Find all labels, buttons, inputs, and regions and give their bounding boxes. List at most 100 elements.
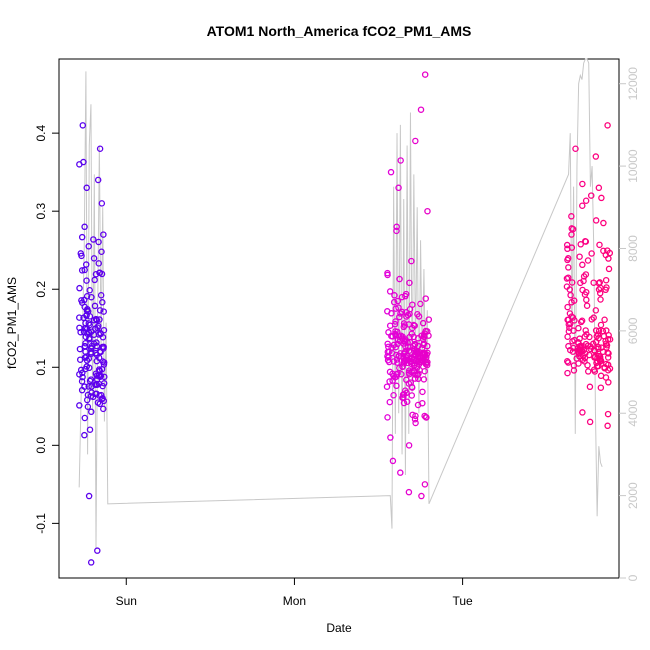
y2-tick-label: 10000 xyxy=(626,149,640,183)
data-point xyxy=(583,302,591,309)
data-point xyxy=(99,358,107,365)
data-point xyxy=(392,318,399,325)
data-point xyxy=(602,374,610,381)
data-point xyxy=(582,327,589,334)
data-point xyxy=(586,418,594,426)
data-point xyxy=(569,348,577,355)
data-point xyxy=(419,319,427,327)
data-point xyxy=(88,350,95,357)
data-point xyxy=(394,328,401,336)
data-point xyxy=(565,264,572,271)
data-point xyxy=(398,308,406,316)
data-point xyxy=(94,176,102,184)
data-point xyxy=(595,334,602,342)
data-point xyxy=(587,343,594,350)
data-point xyxy=(604,410,612,418)
data-point xyxy=(568,279,576,286)
data-point xyxy=(90,236,97,243)
data-point xyxy=(418,332,425,339)
scatter-series xyxy=(76,71,614,566)
data-point xyxy=(410,353,418,361)
data-point xyxy=(400,320,408,327)
data-point xyxy=(390,391,397,399)
data-point xyxy=(422,413,430,421)
data-point xyxy=(390,298,398,306)
data-point xyxy=(419,388,426,396)
data-point xyxy=(421,351,428,359)
data-point xyxy=(595,362,602,370)
data-point xyxy=(425,316,433,323)
data-point xyxy=(76,161,83,168)
data-point xyxy=(582,271,590,278)
data-point xyxy=(385,343,392,351)
data-point xyxy=(94,399,102,406)
x-tick-label: Mon xyxy=(283,594,306,608)
data-point xyxy=(96,269,103,277)
data-point xyxy=(568,244,576,251)
data-point xyxy=(86,321,93,329)
data-point xyxy=(406,279,413,287)
data-point xyxy=(579,180,586,188)
data-point xyxy=(576,253,583,260)
data-point xyxy=(414,310,421,318)
data-point xyxy=(592,217,600,224)
data-point xyxy=(605,265,613,273)
data-point xyxy=(577,318,585,326)
data-point xyxy=(595,327,603,335)
data-point xyxy=(570,344,577,352)
data-point xyxy=(417,300,424,308)
data-point xyxy=(98,395,106,403)
data-point xyxy=(563,283,571,290)
data-point xyxy=(601,316,608,324)
y2-tick-label: 6000 xyxy=(626,317,640,344)
data-point xyxy=(91,302,99,310)
data-point xyxy=(595,352,603,360)
data-point xyxy=(563,241,571,249)
data-point xyxy=(577,279,584,287)
data-point xyxy=(77,366,85,374)
data-point xyxy=(605,379,612,386)
data-point xyxy=(100,308,107,315)
data-point xyxy=(97,329,104,337)
data-point xyxy=(568,213,575,220)
data-point xyxy=(400,355,407,362)
data-point xyxy=(405,442,413,449)
data-point xyxy=(83,277,90,284)
data-point xyxy=(418,492,425,500)
data-point xyxy=(391,292,398,299)
data-point xyxy=(605,331,612,339)
data-point xyxy=(387,434,394,441)
data-point xyxy=(86,287,93,294)
data-point xyxy=(393,223,400,231)
data-point xyxy=(77,250,85,257)
data-point xyxy=(412,137,419,145)
y-tick-label: 0.1 xyxy=(34,359,48,376)
data-point xyxy=(405,380,413,387)
data-point xyxy=(596,241,603,249)
data-point xyxy=(566,324,573,332)
data-point xyxy=(391,320,399,328)
data-point xyxy=(579,261,586,269)
data-point xyxy=(605,255,612,262)
data-point xyxy=(393,227,400,235)
data-point xyxy=(76,314,83,321)
data-point xyxy=(100,361,108,368)
x-axis-label: Date xyxy=(326,621,352,635)
data-point xyxy=(88,383,95,390)
data-point xyxy=(411,415,419,423)
data-point xyxy=(570,362,578,369)
data-point xyxy=(598,194,605,202)
y2-tick-label: 12000 xyxy=(626,67,640,101)
x-tick-label: Sun xyxy=(116,594,137,608)
data-point xyxy=(95,260,103,267)
data-point xyxy=(599,327,607,335)
data-point xyxy=(86,335,93,343)
data-point xyxy=(95,238,102,246)
data-point xyxy=(386,398,394,406)
data-point xyxy=(99,299,106,306)
data-point xyxy=(81,414,89,422)
data-point xyxy=(385,358,393,366)
data-point xyxy=(83,353,90,360)
data-point xyxy=(95,322,102,330)
